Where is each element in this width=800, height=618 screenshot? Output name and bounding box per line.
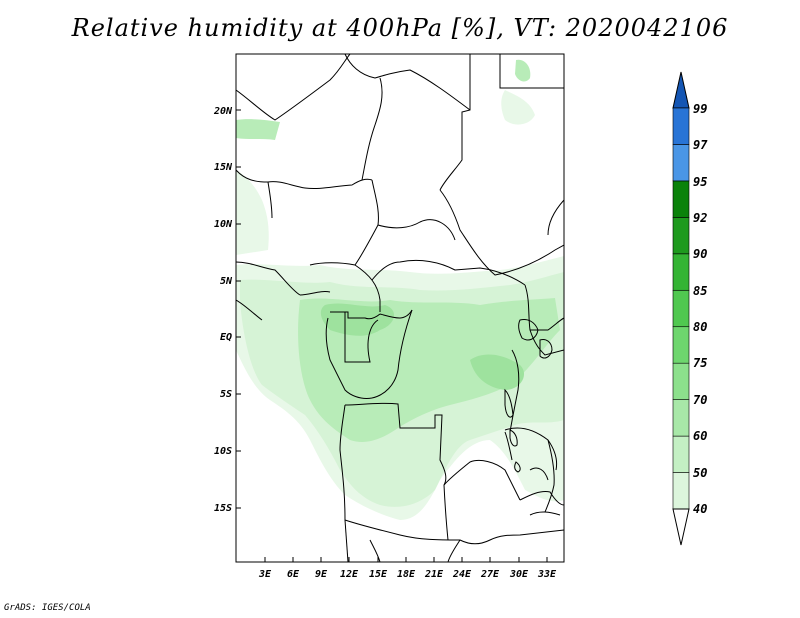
lat-axis: 20N 15N 10N 5N EQ 5S 10S 15S (213, 106, 233, 514)
lon-ticks (264, 557, 548, 562)
lat-ticks (236, 109, 241, 509)
lat-label: 20N (213, 106, 233, 117)
lon-label: 24E (452, 569, 472, 580)
lat-label: EQ (220, 332, 232, 343)
humidity-zone-60b (236, 119, 280, 140)
lakes (504, 319, 553, 473)
lon-label: 30E (509, 569, 529, 580)
lon-label: 15E (369, 569, 388, 580)
colorbar-cell (672, 326, 690, 364)
colorbar-label: 40 (693, 502, 707, 516)
colorbar-label: 97 (693, 138, 708, 152)
humidity-zone-70b (470, 354, 525, 390)
lon-label: 18E (397, 569, 416, 580)
colorbar-cell (672, 144, 690, 182)
lon-label: 21E (424, 569, 444, 580)
lat-label: 5N (220, 276, 233, 287)
lat-label: 15N (214, 162, 233, 173)
colorbar-cell (672, 362, 690, 400)
lon-label: 3E (258, 569, 272, 580)
colorbar-cell (672, 289, 690, 328)
lon-label: 27E (480, 569, 500, 580)
lon-label: 9E (315, 569, 328, 580)
humidity-zone-40c (501, 90, 535, 125)
map-title: Relative humidity at 400hPa [%], VT: 202… (71, 14, 729, 42)
humidity-zone-60c (515, 59, 531, 82)
colorbar-label: 92 (693, 211, 707, 225)
colorbar-label: 60 (693, 429, 707, 443)
colorbar-cell (672, 253, 690, 291)
lon-axis: 3E 6E 9E 12E 15E 18E 21E 24E 27E 30E 33E (258, 569, 557, 580)
colorbar-label: 80 (693, 320, 707, 334)
colorbar-arrow-top (672, 71, 690, 109)
colorbar-label: 75 (693, 356, 707, 370)
colorbar-cell (672, 399, 690, 437)
country-borders (236, 54, 564, 562)
lat-label: 5S (220, 389, 232, 400)
colorbar-cell (672, 217, 690, 255)
humidity-field (236, 59, 564, 520)
colorbar-cell (672, 107, 690, 145)
credit-label: GrADS: IGES/COLA (4, 603, 91, 613)
lon-label: 6E (287, 569, 300, 580)
humidity-zone-40b (236, 170, 269, 255)
colorbar-label: 95 (693, 175, 707, 189)
lon-label: 33E (537, 569, 557, 580)
colorbar-arrow-bottom (672, 508, 690, 546)
colorbar: 40 50 60 70 75 80 85 90 92 95 97 99 (672, 71, 708, 546)
colorbar-cell (672, 435, 690, 473)
lat-label: 10N (214, 219, 233, 230)
lat-label: 15S (214, 503, 232, 514)
colorbar-cell (672, 472, 690, 510)
colorbar-cell (672, 180, 690, 218)
colorbar-label: 70 (693, 393, 707, 407)
colorbar-label: 90 (693, 247, 707, 261)
colorbar-label: 99 (693, 102, 707, 116)
lat-label: 10S (214, 446, 232, 457)
colorbar-label: 85 (693, 284, 707, 298)
colorbar-label: 50 (693, 466, 707, 480)
map-frame (235, 53, 565, 563)
lon-label: 12E (340, 569, 359, 580)
